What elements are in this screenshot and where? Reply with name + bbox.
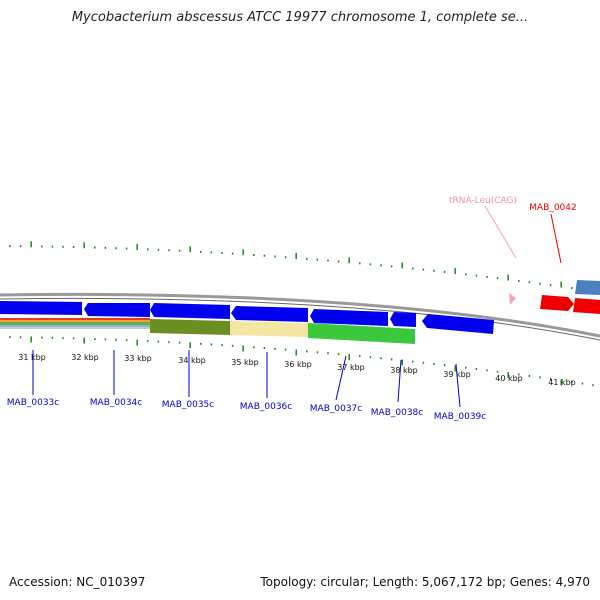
gene-mab-0033c[interactable] — [0, 301, 82, 315]
kbp-label: 41 kbp — [548, 378, 576, 387]
gene-label-mab-0034c[interactable]: MAB_0034c — [90, 398, 143, 408]
backbone-inner — [0, 297, 600, 341]
gene-labels: MAB_0033c MAB_0034c MAB_0035c MAB_0036c … — [7, 196, 577, 422]
gene-blue-next[interactable] — [575, 280, 600, 295]
genome-stats: Topology: circular; Length: 5,067,172 bp… — [260, 575, 590, 589]
kbp-scale-labels: 31 kbp 32 kbp 33 kbp 34 kbp 35 kbp 36 kb… — [18, 353, 576, 387]
gene-label-trna-leu[interactable]: tRNA-Leu(CAG) — [449, 196, 517, 206]
kbp-label: 39 kbp — [443, 370, 471, 379]
kbp-label: 33 kbp — [124, 354, 152, 363]
gene-mab-0035c[interactable] — [150, 303, 230, 319]
kbp-label: 32 kbp — [71, 353, 99, 362]
kbp-label: 38 kbp — [390, 366, 418, 375]
gene-mab-0039c[interactable] — [422, 314, 494, 334]
gene-mab-0037c[interactable] — [310, 309, 388, 326]
outer-tick-ring — [9, 241, 594, 293]
kbp-label: 37 kbp — [337, 363, 365, 372]
kbp-label: 35 kbp — [231, 358, 259, 367]
gene-mab-0038c[interactable] — [390, 312, 416, 327]
gene-label-mab-0036c[interactable]: MAB_0036c — [240, 402, 293, 412]
gene-label-mab-0042[interactable]: MAB_0042 — [529, 203, 577, 213]
gene-label-mab-0033c[interactable]: MAB_0033c — [7, 398, 60, 408]
gene-label-mab-0038c[interactable]: MAB_0038c — [371, 408, 424, 418]
gene-mab-0034c[interactable] — [84, 303, 150, 317]
trna-leu-marker[interactable] — [509, 293, 516, 305]
kbp-label: 36 kbp — [284, 360, 312, 369]
gene-label-mab-0039c[interactable]: MAB_0039c — [434, 412, 487, 422]
kbp-label: 31 kbp — [18, 353, 46, 362]
gene-red-next[interactable] — [573, 298, 600, 314]
gene-mab-0036c[interactable] — [231, 306, 308, 322]
kbp-label: 40 kbp — [495, 374, 523, 383]
backbone-outer — [0, 292, 600, 338]
accession-label: Accession: NC_010397 — [9, 575, 146, 589]
gene-mab-0042[interactable] — [540, 295, 574, 311]
label-leaders — [32, 205, 562, 408]
kbp-label: 34 kbp — [178, 356, 206, 365]
map-title: Mycobacterium abscessus ATCC 19977 chrom… — [71, 10, 529, 25]
gene-label-mab-0037c[interactable]: MAB_0037c — [310, 404, 363, 414]
inner-tick-ring — [9, 336, 594, 387]
feature-tracks — [0, 318, 415, 344]
gene-label-mab-0035c[interactable]: MAB_0035c — [162, 400, 215, 410]
